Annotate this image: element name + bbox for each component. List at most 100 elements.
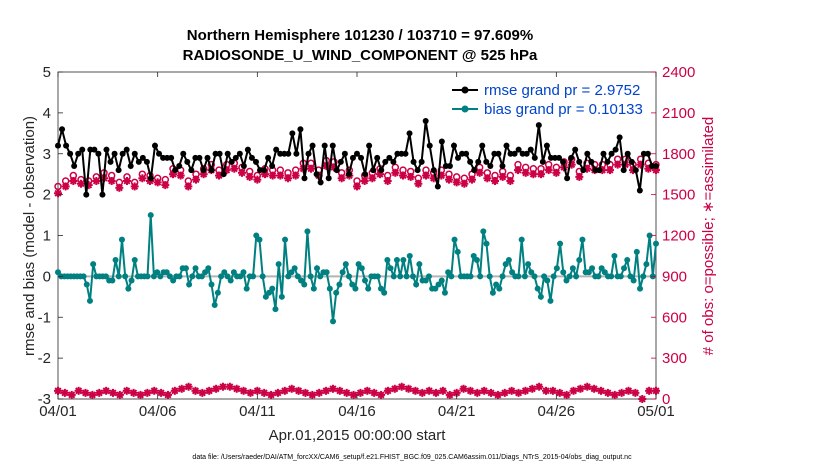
bias-point: [298, 277, 305, 284]
bias-point: [112, 257, 119, 264]
rmse-point: [172, 167, 179, 174]
low-assimilated-marker: [342, 388, 351, 397]
legend: rmse grand pr = 2.9752 bias grand pr = 0…: [452, 82, 643, 118]
bias-point: [131, 257, 138, 264]
low-assimilated-marker: [390, 384, 399, 393]
rmse-point: [208, 167, 215, 174]
bias-point: [266, 289, 273, 296]
bias-point: [342, 261, 349, 268]
bias-point: [205, 265, 212, 272]
bias-point: [294, 273, 301, 280]
rmse-point: [204, 154, 211, 161]
y-axis-left-label: rmse and bias (model - observation): [21, 116, 38, 356]
bias-point: [157, 273, 164, 280]
obs-assimilated-marker: [192, 175, 200, 184]
low-assimilated-marker: [418, 388, 427, 397]
rmse-point: [539, 158, 546, 165]
low-assimilated-marker: [521, 386, 530, 395]
rmse-point: [317, 179, 324, 186]
bias-point: [515, 273, 522, 280]
bias-point: [579, 236, 586, 243]
rmse-point: [200, 167, 207, 174]
low-assimilated-marker: [438, 386, 447, 395]
bias-point: [336, 281, 343, 288]
bias-point: [198, 273, 205, 280]
rmse-point: [527, 146, 534, 153]
bias-point: [115, 273, 122, 280]
low-assimilated-marker: [645, 386, 654, 395]
bias-point: [653, 240, 659, 247]
rmse-point: [244, 146, 251, 153]
bias-point: [262, 293, 269, 300]
rmse-point: [446, 163, 453, 170]
y-left-tick-label: 2: [43, 187, 51, 204]
bias-point: [435, 281, 442, 288]
bias-point: [541, 273, 548, 280]
bias-point: [214, 289, 221, 296]
rmse-point: [341, 150, 348, 157]
bias-point: [304, 228, 311, 235]
rmse-point: [180, 150, 187, 157]
x-tick-label: 04/01: [39, 403, 77, 420]
rmse-point: [612, 146, 619, 153]
obs-assimilated-marker: [468, 175, 476, 184]
rmse-point: [151, 142, 158, 149]
bias-point: [467, 273, 474, 280]
bias-point: [237, 273, 244, 280]
bias-point: [646, 232, 653, 239]
bias-point: [611, 252, 618, 259]
rmse-point: [329, 142, 336, 149]
obs-assimilated-marker: [383, 177, 392, 185]
bias-point: [432, 285, 439, 292]
low-assimilated-marker: [157, 388, 166, 397]
low-assimilated-marker: [363, 386, 372, 395]
bias-point: [633, 248, 640, 255]
bias-point: [387, 265, 394, 272]
low-assimilated-marker: [301, 388, 310, 397]
y-right-tick-label: 600: [662, 309, 687, 326]
bias-point: [413, 281, 420, 288]
rmse-point: [63, 142, 70, 149]
rmse-point: [305, 150, 312, 157]
rmse-point: [535, 122, 542, 129]
obs-assimilated-marker: [445, 175, 453, 184]
rmse-point: [147, 175, 154, 182]
bias-point: [473, 257, 480, 264]
low-assimilated-marker: [335, 386, 344, 395]
bias-point: [186, 281, 193, 288]
rmse-point: [297, 126, 304, 133]
bias-point: [365, 285, 372, 292]
bias-point: [624, 257, 631, 264]
obs-assimilated-marker: [54, 189, 62, 198]
bias-point: [589, 265, 596, 272]
low-assimilated-marker: [445, 390, 454, 399]
obs-assimilated-marker: [337, 174, 346, 183]
rmse-point: [632, 167, 639, 174]
bias-point: [621, 265, 628, 272]
bias-point: [470, 252, 477, 259]
low-assimilated-marker: [631, 388, 640, 397]
rmse-point: [374, 154, 381, 161]
rmse-point: [426, 142, 433, 149]
bias-point: [80, 273, 87, 280]
y-axis-left-ticks: -3 -2 -1 0 1 2 3 4 5: [38, 64, 63, 408]
bias-point: [301, 281, 308, 288]
bias-point: [83, 281, 90, 288]
bias-point: [630, 277, 637, 284]
bias-point: [406, 252, 413, 259]
chart-subtitle: RADIOSONDE_U_WIND_COMPONENT @ 525 hPa: [183, 47, 538, 64]
bias-point: [361, 277, 368, 284]
bias-point: [211, 301, 218, 308]
rmse-point: [107, 158, 114, 165]
low-assimilated-marker: [260, 388, 269, 397]
bias-point: [346, 273, 353, 280]
rmse-point: [418, 158, 425, 165]
y-left-tick-label: 3: [43, 146, 51, 163]
rmse-point: [119, 150, 126, 157]
bias-point: [202, 269, 209, 276]
bias-point: [425, 273, 432, 280]
bias-point: [55, 269, 61, 276]
obs-assimilated-marker: [291, 171, 300, 180]
bias-point: [489, 289, 496, 296]
bias-point: [218, 273, 225, 280]
